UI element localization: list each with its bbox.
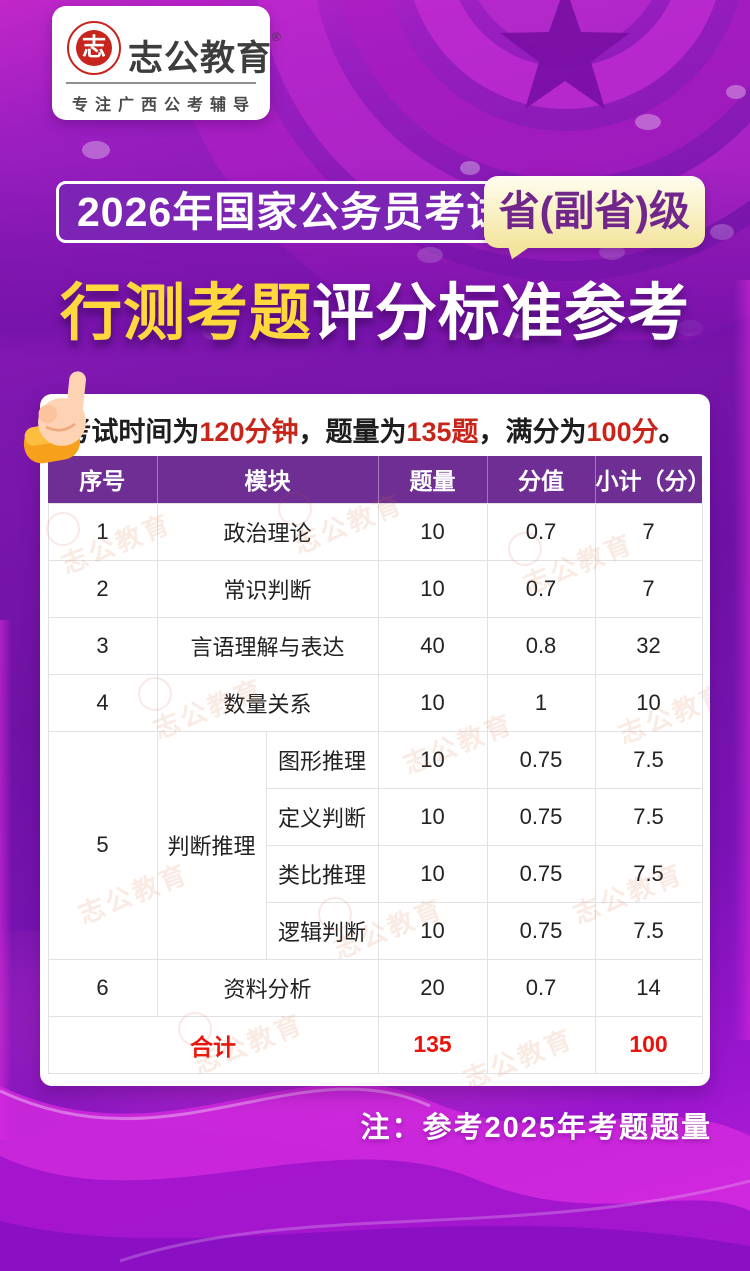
brand-tagline: 专注广西公考辅导 [71,97,256,114]
cell-subtotal: 14 [594,958,703,1017]
header-value: 分值 [487,456,596,503]
cell-subtotal: 7.5 [594,787,703,846]
table-row: 4 数量关系 10 1 10 [47,673,703,732]
cell-module: 言语理解与表达 [156,616,379,675]
cell-module: 资料分析 [156,958,379,1017]
cell-submodule: 定义判断 [265,787,379,846]
logo-divider [66,82,256,84]
cell-value: 0.75 [486,901,596,960]
content-card: 考试时间为 120分钟 ，题量为 135题 ，满分为 100分。 序号 模块 题量 分值 … [23,371,711,1086]
note-text: ，题量为 [298,416,407,447]
brand-name: 志公教育® [128,30,282,81]
exam-banner: 2026年国家公务员考试 省(副省)级 [56,176,705,262]
badge-tail [504,243,530,262]
cell-count: 10 [377,844,488,903]
table-subrow: 类比推理 10 0.75 7.5 [48,844,703,903]
exam-note: 考试时间为 120分钟 ，题量为 135题 ，满分为 100分。 [40,394,710,456]
note-duration: 120分钟 [199,416,299,447]
page-title: 行测考题评分标准参考 [0,262,750,352]
cell-subtotal: 7 [594,502,703,561]
header-no: 序号 [48,456,158,503]
cell-value: 0.7 [486,559,596,618]
level-badge: 省(副省)级 [483,176,705,262]
page-title-rest: 评分标准参考 [312,279,691,348]
edge-glow [734,280,750,1040]
cell-subtotal: 7.5 [594,730,703,789]
registered-mark: ® [272,30,282,44]
level-badge-text: 省(副省)级 [498,188,690,234]
cell-count: 10 [377,730,488,789]
cell-total-label: 合计 [47,1015,379,1074]
cell-total-value [486,1015,596,1074]
cell-value: 0.7 [486,958,596,1017]
wave-decoration [0,1084,750,1271]
table-subrow: 定义判断 10 0.75 7.5 [48,787,703,846]
note-text: 。 [658,416,686,447]
brand-name-text: 志公教育 [128,39,273,78]
header-count: 题量 [378,456,488,503]
cell-no: 1 [47,502,158,561]
cell-total-count: 135 [377,1015,488,1074]
table-row: 1 政治理论 10 0.7 7 [47,502,703,561]
cell-subtotal: 7.5 [594,844,703,903]
cell-value: 0.8 [486,616,596,675]
cell-module: 常识判断 [156,559,379,618]
footnote: 注：参考2025年考题题量 [360,1112,712,1144]
cell-subtotal: 7 [594,559,703,618]
exam-banner-title: 2026年国家公务员考试 [77,189,509,235]
cell-count: 10 [377,787,488,846]
note-question-count: 135题 [406,416,479,447]
table-total-row: 合计 135 100 [47,1015,703,1074]
cell-subtotal: 32 [594,616,703,675]
cell-submodule: 类比推理 [265,844,379,903]
table-header-row: 序号 模块 题量 分值 小计（分） [48,456,711,503]
cell-value: 0.75 [486,844,596,903]
cell-module: 数量关系 [156,673,379,732]
brand-seal-icon: 志 [67,21,121,75]
header-module: 模块 [157,456,379,503]
note-text: 考试时间为 [64,416,200,447]
cell-value: 1 [486,673,596,732]
page-title-highlight: 行测考题 [59,279,312,348]
cell-subtotal: 7.5 [594,901,703,960]
cell-no: 6 [47,958,158,1017]
cell-value: 0.75 [486,730,596,789]
cell-submodule: 图形推理 [265,730,379,789]
cell-count: 10 [377,559,488,618]
note-text: ，满分为 [478,416,587,447]
cell-module-group: 判断推理 [156,730,267,960]
cell-module: 政治理论 [156,502,379,561]
pointing-hand-icon [23,371,86,464]
brand-logo-card: 志 志公教育® 专注广西公考辅导 [52,6,281,120]
table-row: 6 资料分析 20 0.7 14 [47,958,703,1017]
header-subtotal: 小计（分） [595,456,711,503]
cell-submodule: 逻辑判断 [265,901,379,960]
cell-value: 0.7 [486,502,596,561]
cell-no: 5 [47,730,158,960]
cell-count: 10 [377,502,488,561]
table-row: 3 言语理解与表达 40 0.8 32 [47,616,703,675]
table-row-group: 5 判断推理 图形推理 10 0.75 7.5 [47,730,703,960]
cell-no: 2 [47,559,158,618]
table-row: 2 常识判断 10 0.7 7 [47,559,703,618]
cell-count: 20 [377,958,488,1017]
cell-count: 40 [377,616,488,675]
cell-no: 4 [47,673,158,732]
cell-value: 0.75 [486,787,596,846]
seal-character: 志 [76,30,112,66]
cell-no: 3 [47,616,158,675]
cell-subtotal: 10 [594,673,703,732]
note-full-score: 100分 [586,416,659,447]
cell-total-subtotal: 100 [594,1015,703,1074]
cell-count: 10 [377,901,488,960]
cell-count: 10 [377,673,488,732]
score-table: 序号 模块 题量 分值 小计（分） 1 政治理论 10 0.7 7 2 常识判断 [47,456,711,1074]
